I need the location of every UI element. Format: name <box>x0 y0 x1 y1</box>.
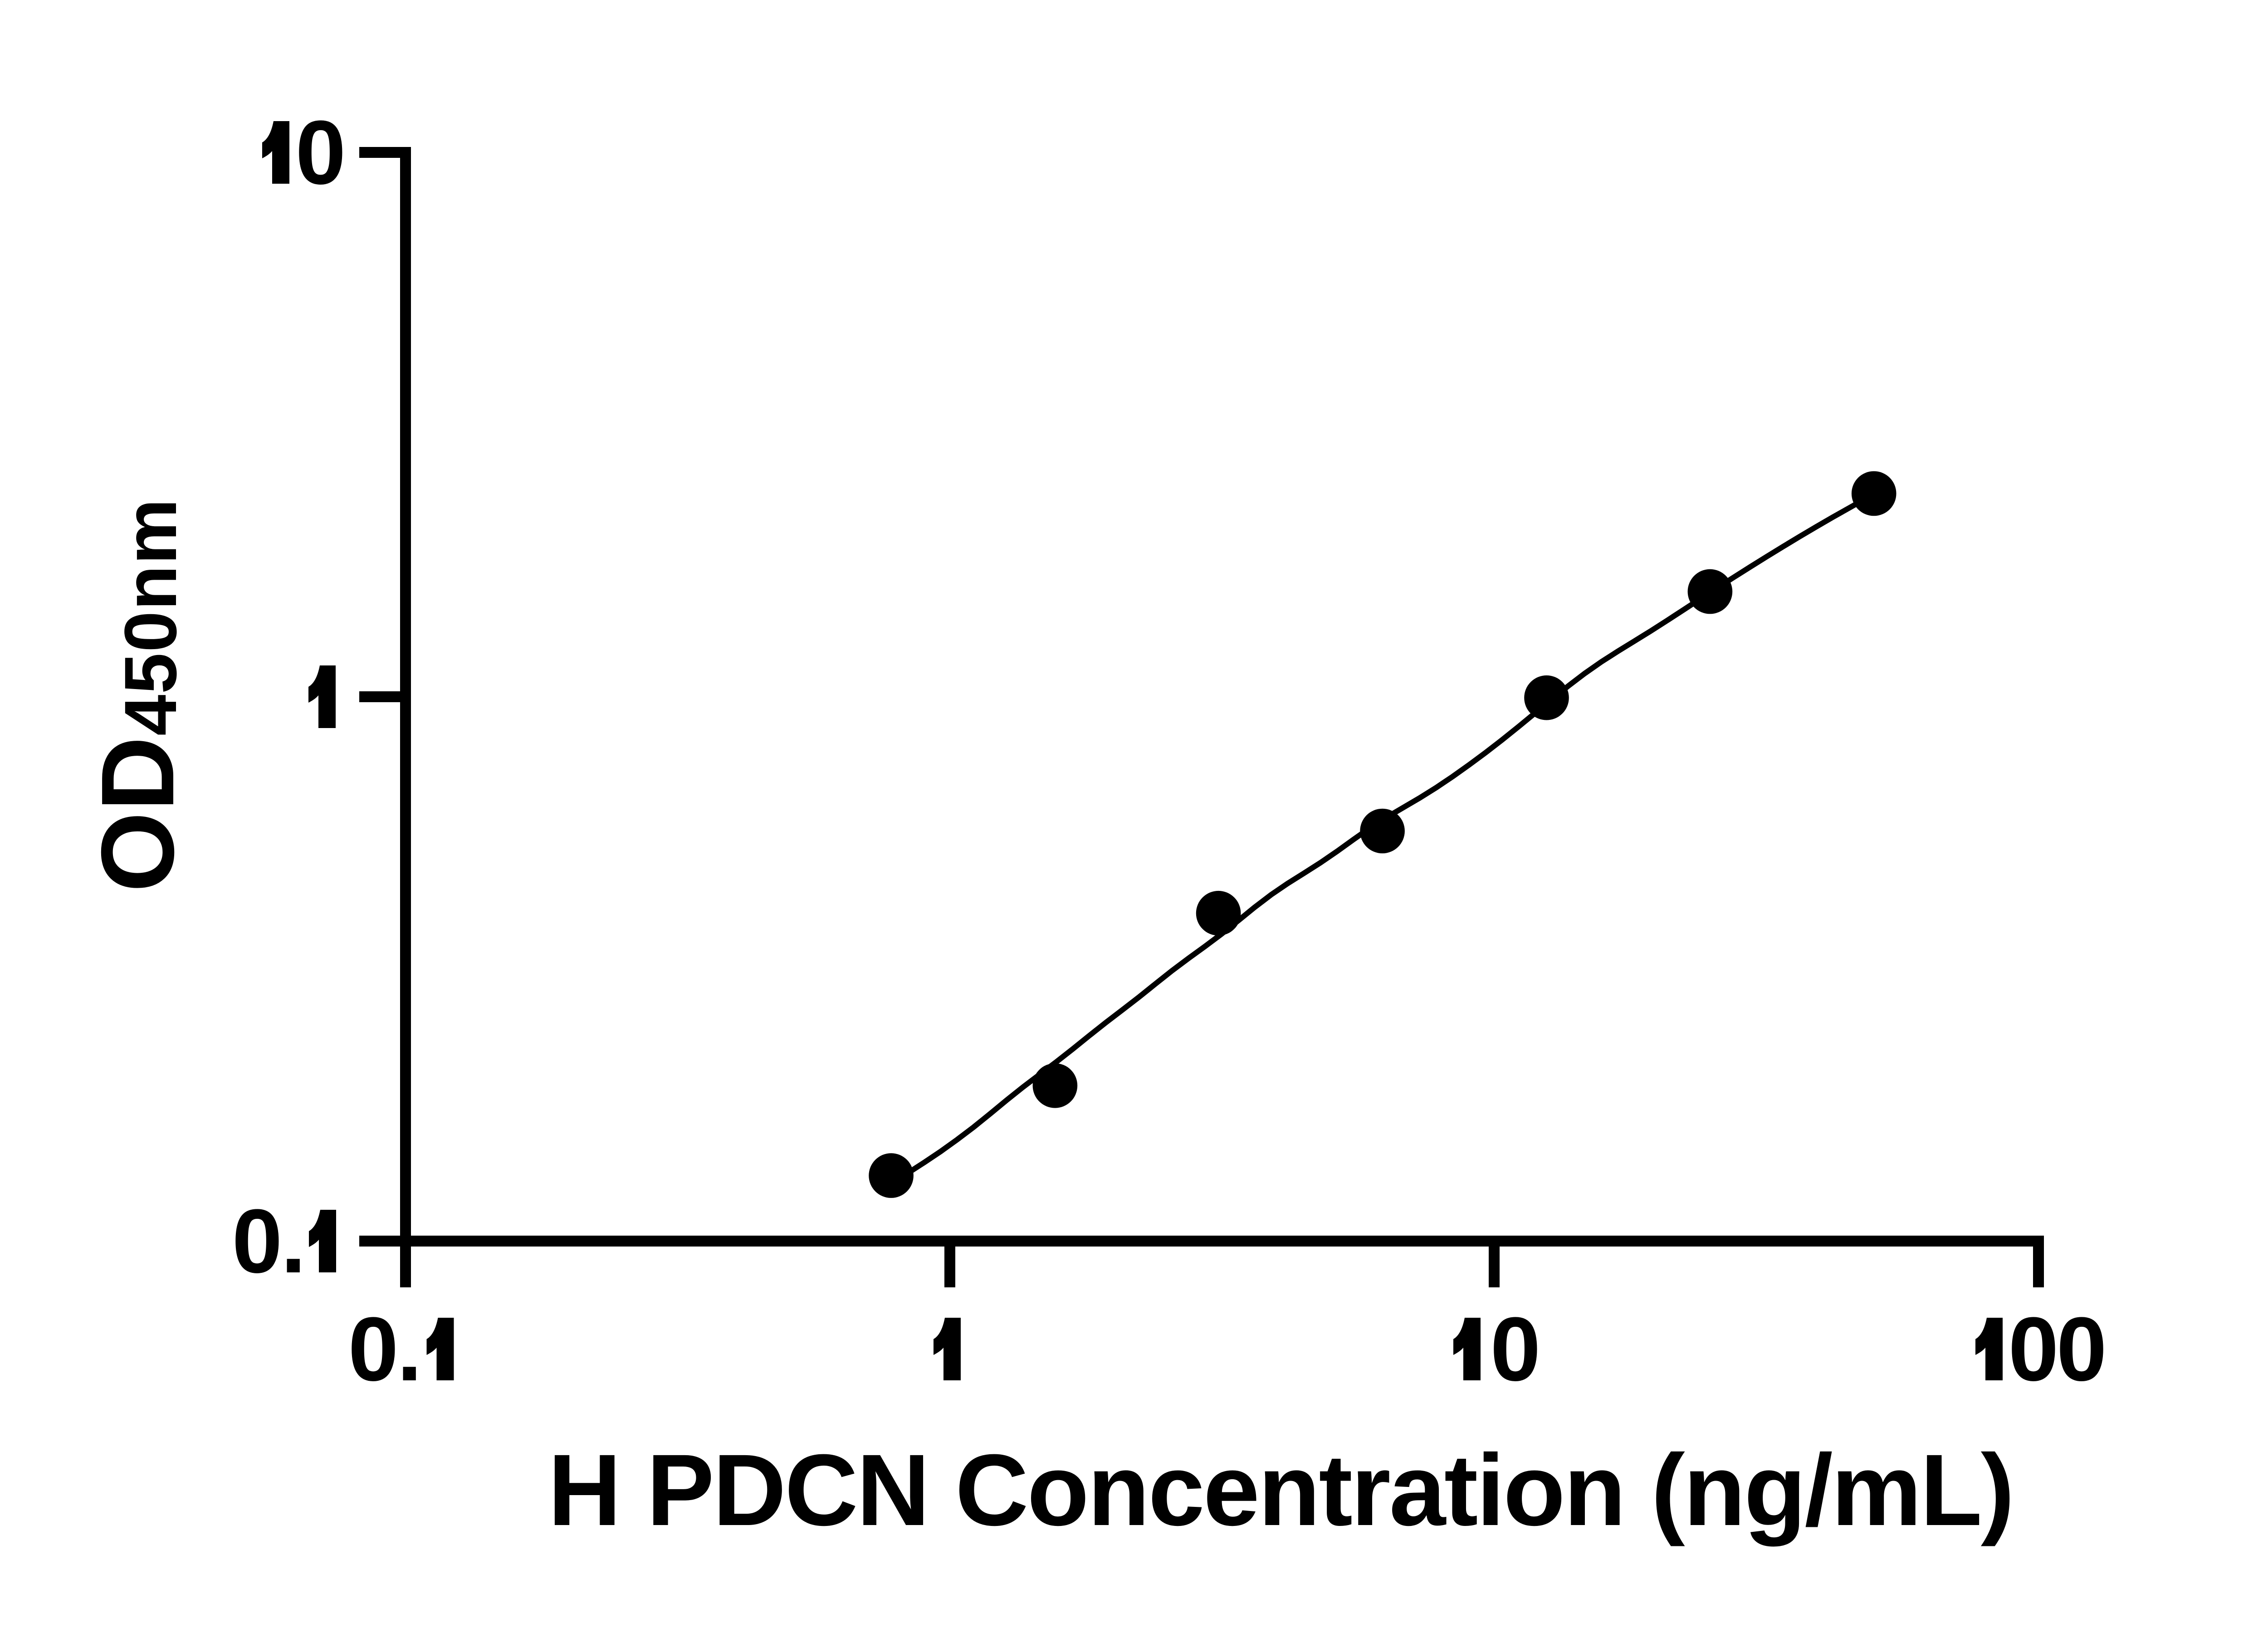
svg-text:0: 0 <box>348 1299 398 1400</box>
svg-text:.: . <box>397 1299 422 1400</box>
svg-text:00: 00 <box>2008 1299 2104 1400</box>
svg-text:0: 0 <box>295 102 346 203</box>
svg-text:0: 0 <box>1490 1299 1540 1400</box>
svg-text:H PDCN Concentration (ng/mL): H PDCN Concentration (ng/mL) <box>548 1433 2013 1547</box>
svg-text:0: 0 <box>232 1191 282 1292</box>
svg-text:.: . <box>281 1191 306 1292</box>
